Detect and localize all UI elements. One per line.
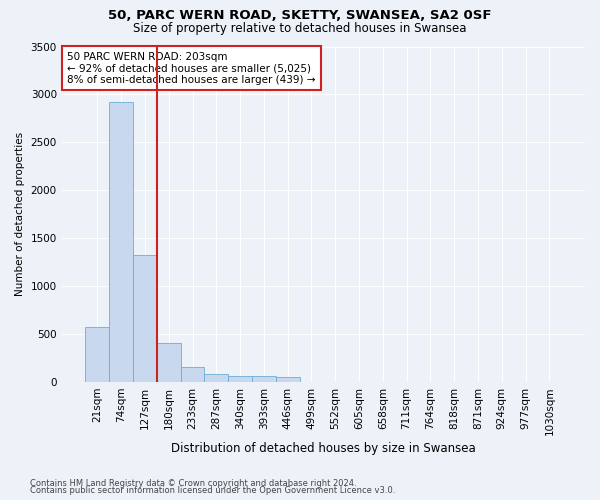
- Bar: [157, 343, 181, 382]
- Text: Contains HM Land Registry data © Crown copyright and database right 2024.: Contains HM Land Registry data © Crown c…: [30, 478, 356, 488]
- Text: 50, PARC WERN ROAD, SKETTY, SWANSEA, SA2 0SF: 50, PARC WERN ROAD, SKETTY, SWANSEA, SA2…: [108, 9, 492, 22]
- Text: Contains public sector information licensed under the Open Government Licence v3: Contains public sector information licen…: [30, 486, 395, 495]
- Bar: [85, 327, 109, 382]
- Bar: [109, 102, 133, 382]
- Bar: [228, 376, 252, 382]
- Bar: [205, 374, 228, 382]
- Y-axis label: Number of detached properties: Number of detached properties: [15, 132, 25, 296]
- X-axis label: Distribution of detached houses by size in Swansea: Distribution of detached houses by size …: [171, 442, 476, 455]
- Text: 50 PARC WERN ROAD: 203sqm
← 92% of detached houses are smaller (5,025)
8% of sem: 50 PARC WERN ROAD: 203sqm ← 92% of detac…: [67, 52, 316, 84]
- Bar: [181, 367, 205, 382]
- Bar: [133, 256, 157, 382]
- Bar: [276, 378, 299, 382]
- Text: Size of property relative to detached houses in Swansea: Size of property relative to detached ho…: [133, 22, 467, 35]
- Bar: [252, 376, 276, 382]
